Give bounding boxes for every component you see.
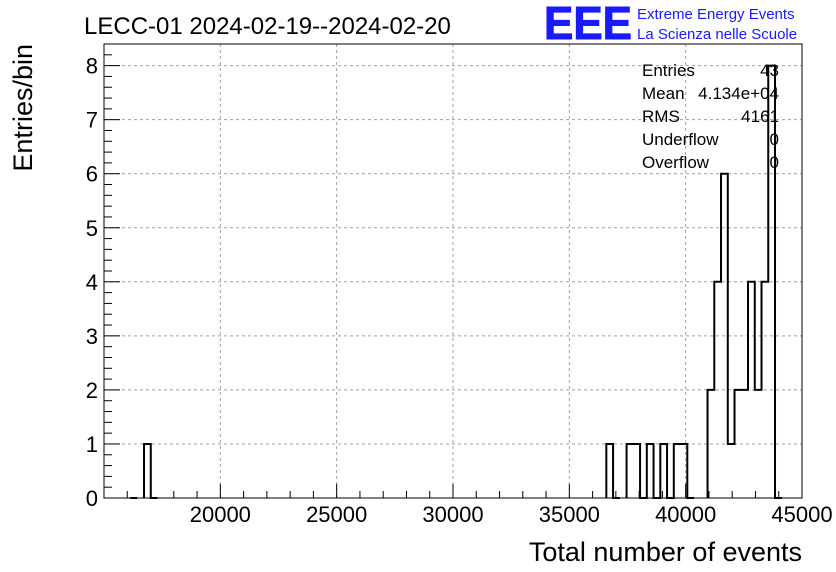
eee-logo-line1: Extreme Energy Events (637, 6, 795, 23)
x-tick-label: 30000 (422, 502, 483, 527)
y-tick-label: 3 (86, 324, 98, 349)
stats-label: Underflow (642, 130, 719, 149)
stats-value: 0 (770, 130, 779, 149)
x-axis-label: Total number of events (529, 537, 802, 567)
x-tick-label: 45000 (771, 502, 832, 527)
y-tick-label: 4 (86, 270, 98, 295)
grid-lines (104, 44, 802, 498)
y-tick-label: 6 (86, 162, 98, 187)
stats-value: 4161 (741, 107, 779, 126)
stats-value: 0 (770, 153, 779, 172)
chart-title: LECC-01 2024-02-19--2024-02-20 (84, 13, 451, 40)
y-tick-label: 0 (86, 486, 98, 511)
stats-label: Overflow (642, 153, 710, 172)
y-tick-labels: 0 1 2 3 4 5 6 7 8 (86, 54, 98, 511)
stats-box: Entries 43 Mean 4.134e+04 RMS 4161 Underflow 0 O… (642, 61, 779, 172)
eee-logo-mark: EEE (544, 0, 632, 49)
x-tick-label: 35000 (539, 502, 600, 527)
histogram-line (130, 64, 782, 499)
x-tick-label: 20000 (190, 502, 251, 527)
stats-label: Mean (642, 84, 685, 103)
axis-ticks (104, 54, 803, 499)
eee-logo-line2: La Scienza nelle Scuole (637, 26, 797, 43)
stats-value: 43 (760, 61, 779, 80)
y-tick-label: 2 (86, 378, 98, 403)
y-tick-label: 5 (86, 216, 98, 241)
y-tick-label: 1 (86, 432, 98, 457)
y-tick-label: 7 (86, 108, 98, 133)
y-tick-label: 8 (86, 54, 98, 79)
stats-value: 4.134e+04 (698, 84, 779, 103)
y-axis-label: Entries/bin (8, 44, 38, 172)
x-tick-label: 40000 (655, 502, 716, 527)
stats-label: RMS (642, 107, 680, 126)
eee-logo: EEE Extreme Energy Events La Scienza nel… (544, 0, 798, 50)
x-tick-label: 25000 (306, 502, 367, 527)
x-tick-labels: 20000 25000 30000 35000 40000 45000 (190, 502, 833, 527)
stats-label: Entries (642, 61, 695, 80)
